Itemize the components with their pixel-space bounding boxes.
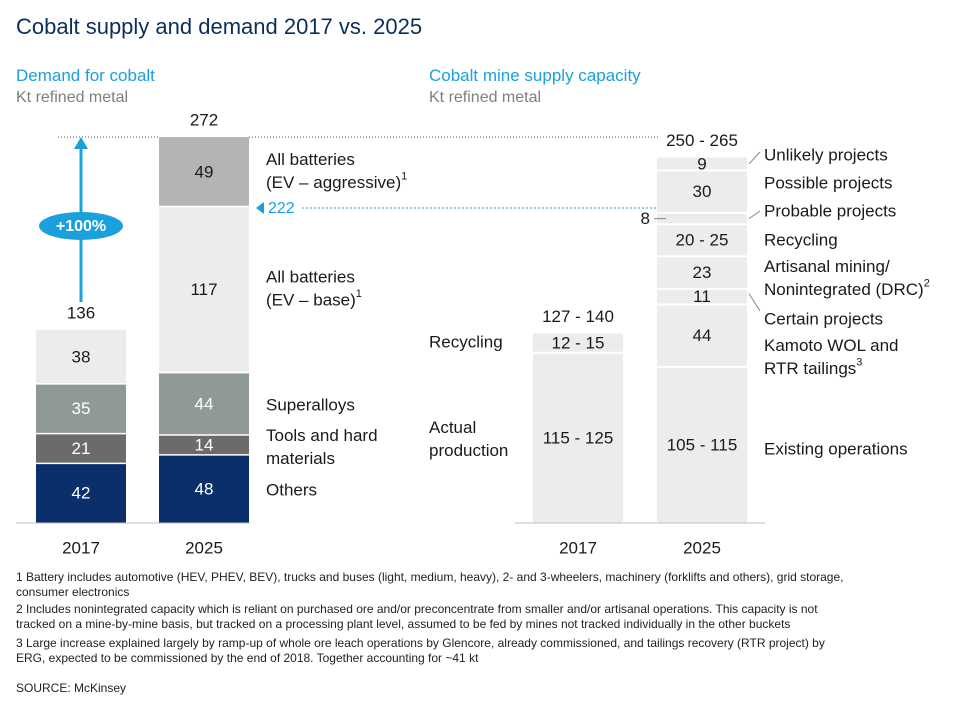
demand-value-2025-1: 14 xyxy=(195,435,214,454)
demand-value-2025-3: 117 xyxy=(190,280,217,299)
demand-series-label-4-line-1: All batteries xyxy=(266,150,355,169)
supply-value-2025-2: 11 xyxy=(693,287,711,306)
supply-value-2025-4: 20 - 25 xyxy=(676,231,729,250)
supply-2025-label-7: Unlikely projects xyxy=(764,145,888,164)
growth-badge xyxy=(39,212,123,240)
supply-leader-probable xyxy=(748,210,761,220)
demand-value-2017-1: 21 xyxy=(72,439,91,458)
supply-2017-label-recycling: Recycling xyxy=(429,333,503,352)
demand-bar-2025-1 xyxy=(159,435,249,455)
demand-value-2017-3: 38 xyxy=(72,347,91,366)
supply-2025-label-4: Recycling xyxy=(764,230,838,249)
supply-value-2025-6: 30 xyxy=(693,182,712,201)
supply-bar-2017-0 xyxy=(533,352,623,523)
supply-bar-2025-4 xyxy=(657,224,747,257)
demand-series-label-0: Others xyxy=(266,480,317,499)
supply-value-2025-5: 8 xyxy=(641,209,650,228)
supply-2025-label-1-line-1: Kamoto WOL and xyxy=(764,336,899,355)
demand-bar-2025-2 xyxy=(159,372,249,436)
demand-category-2017: 2017 xyxy=(62,538,100,557)
demand-chart-unit: Kt refined metal xyxy=(16,89,129,106)
supply-2025-label-5: Probable projects xyxy=(764,201,896,220)
supply-bar-2025-6 xyxy=(657,170,747,213)
growth-badge-label: +100% xyxy=(56,218,106,235)
supply-bar-2025-2 xyxy=(657,288,747,305)
demand-series-label-2: Superalloys xyxy=(266,395,355,414)
page-title: Cobalt supply and demand 2017 vs. 2025 xyxy=(16,14,423,39)
base-total-marker-icon xyxy=(256,201,264,214)
demand-value-2025-2: 44 xyxy=(195,394,214,413)
supply-chart-title: Cobalt mine supply capacity xyxy=(429,66,641,85)
demand-bar-2025-4 xyxy=(159,137,249,207)
supply-2025-label-0: Existing operations xyxy=(764,439,908,458)
supply-category-2025: 2025 xyxy=(683,538,721,557)
supply-2017-label-production-line-2: production xyxy=(429,441,508,460)
supply-2025-label-3-line-2: Nonintegrated (DRC)2 xyxy=(764,277,930,299)
footnote-3: 3 Large increase explained largely by ra… xyxy=(16,636,825,650)
supply-bar-2025-1 xyxy=(657,304,747,367)
demand-series-label-3-line-2: (EV – base)1 xyxy=(266,288,362,310)
supply-value-2025-1: 44 xyxy=(693,326,712,345)
demand-category-2025: 2025 xyxy=(185,538,223,557)
base-total-label: 222 xyxy=(268,200,295,217)
footnote-1: 1 Battery includes automotive (HEV, PHEV… xyxy=(16,570,844,584)
demand-chart-title: Demand for cobalt xyxy=(16,66,155,85)
supply-category-2017: 2017 xyxy=(559,538,597,557)
supply-2017-label-production-line-1: Actual xyxy=(429,418,476,437)
demand-bar-2025-0 xyxy=(159,454,249,523)
supply-2025-label-1-line-2: RTR tailings3 xyxy=(764,356,862,378)
supply-2025-label-2: Certain projects xyxy=(764,309,883,328)
supply-leader-unlikely xyxy=(748,151,761,165)
supply-bar-2017-1 xyxy=(533,333,623,353)
demand-total-2025: 272 xyxy=(190,110,218,129)
demand-series-label-3-line-1: All batteries xyxy=(266,268,355,287)
supply-bar-2025-0 xyxy=(657,366,747,523)
footnote-2-cont: tracked on a mine-by-mine basis, but tra… xyxy=(16,617,791,631)
supply-leader-certain xyxy=(748,293,761,312)
supply-total-2025: 250 - 265 xyxy=(666,131,738,150)
supply-value-2017-0: 115 - 125 xyxy=(543,428,614,447)
demand-series-label-4-line-2: (EV – aggressive)1 xyxy=(266,170,407,192)
demand-series-label-1-line-2: materials xyxy=(266,449,335,468)
demand-bar-2017-0 xyxy=(36,463,126,523)
demand-value-2025-4: 49 xyxy=(195,162,214,181)
demand-value-2025-0: 48 xyxy=(195,479,214,498)
growth-arrow-head xyxy=(74,137,88,149)
supply-bar-2025-5 xyxy=(657,212,747,225)
supply-value-2025-0: 105 - 115 xyxy=(667,435,738,454)
demand-total-2017: 136 xyxy=(67,303,95,322)
supply-bar-2025-3 xyxy=(657,256,747,289)
supply-bar-2025-7 xyxy=(657,157,747,171)
supply-value-2025-3: 23 xyxy=(693,263,712,282)
demand-bar-2017-3 xyxy=(36,330,126,384)
supply-value-2017-1: 12 - 15 xyxy=(552,334,605,353)
footnote-2: 2 Includes nonintegrated capacity which … xyxy=(16,602,818,616)
supply-2025-label-6: Possible projects xyxy=(764,173,893,192)
demand-bar-2025-3 xyxy=(159,206,249,373)
source-note: SOURCE: McKinsey xyxy=(16,681,127,695)
supply-value-2025-7: 9 xyxy=(697,154,706,173)
demand-series-label-1-line-1: Tools and hard xyxy=(266,426,378,445)
demand-bar-2017-2 xyxy=(36,383,126,434)
supply-total-2017: 127 - 140 xyxy=(542,307,614,326)
footnote-3-cont: ERG, expected to be commissioned by the … xyxy=(16,651,479,665)
demand-bar-2017-1 xyxy=(36,433,126,464)
supply-2025-label-3-line-1: Artisanal mining/ xyxy=(764,257,890,276)
footnote-1-cont: consumer electronics xyxy=(16,585,130,599)
demand-value-2017-2: 35 xyxy=(72,399,91,418)
demand-value-2017-0: 42 xyxy=(72,484,91,503)
supply-chart-unit: Kt refined metal xyxy=(429,89,542,106)
